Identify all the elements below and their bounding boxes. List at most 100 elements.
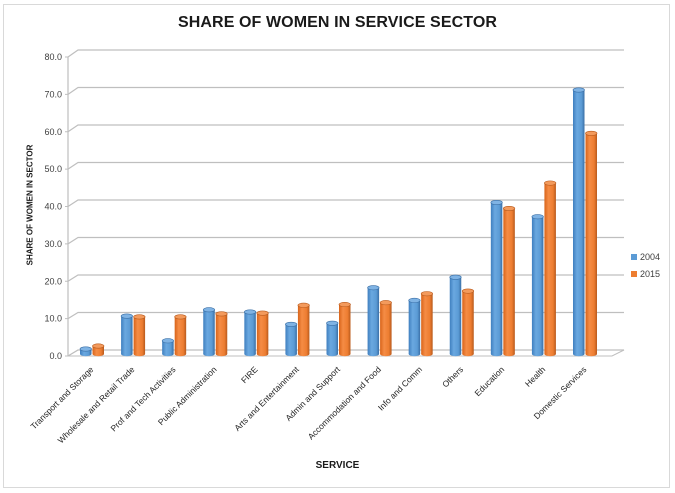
gridline — [67, 86, 624, 95]
bar-2015-1 — [133, 314, 146, 357]
bar-cap — [367, 285, 380, 291]
bar-2004-7 — [367, 285, 380, 357]
legend-item-2004: 2004 — [631, 248, 660, 265]
bar-2015-4 — [256, 310, 269, 357]
bar-base — [462, 351, 474, 357]
bar-base — [503, 351, 515, 357]
bar-body — [339, 304, 351, 354]
bar-base — [408, 351, 421, 357]
gridline — [67, 349, 624, 357]
bar-cap — [338, 302, 351, 308]
bar-2004-5 — [285, 321, 298, 357]
bar-body — [544, 183, 556, 354]
bar-base — [80, 351, 92, 357]
bar-base — [203, 351, 215, 357]
y-tick-label: 30.0 — [44, 239, 62, 249]
bar-base — [544, 351, 556, 357]
legend-label-2004: 2004 — [640, 251, 661, 262]
bar-cap — [133, 314, 146, 320]
bar-2015-9 — [461, 288, 475, 357]
bar-body — [133, 316, 146, 354]
legend-swatch-2004 — [631, 253, 637, 260]
gridline — [67, 49, 624, 58]
y-tick-label: 50.0 — [44, 164, 62, 174]
bar-base — [421, 351, 433, 357]
bar-body — [162, 340, 174, 354]
bar-2015-0 — [92, 343, 105, 357]
bar-base — [380, 351, 392, 357]
x-tick-label: Others — [440, 364, 465, 389]
bar-base — [326, 351, 338, 357]
bars — [79, 87, 598, 357]
legend: 2004 2015 — [631, 248, 660, 282]
bar-2004-4 — [244, 309, 257, 357]
bar-body — [503, 208, 515, 354]
bar-body — [215, 313, 228, 354]
gridline — [67, 199, 624, 208]
bar-base — [367, 351, 380, 357]
gridline — [67, 311, 624, 320]
bar-cap — [161, 338, 174, 344]
bar-body — [421, 293, 433, 354]
bar-cap — [490, 200, 503, 206]
x-tick-label: FIRE — [239, 364, 260, 385]
bar-body — [462, 291, 474, 354]
bar-2015-10 — [503, 205, 516, 357]
bar-2015-6 — [338, 302, 351, 357]
bar-base — [449, 351, 462, 357]
x-axis-title: SERVICE — [315, 460, 360, 471]
y-tick-label: 80.0 — [44, 52, 62, 62]
bar-2004-0 — [79, 346, 92, 357]
bar-cap — [544, 180, 557, 186]
bar-cap — [297, 302, 310, 308]
bar-base — [133, 351, 146, 357]
x-tick-label: Info and Comm — [376, 364, 424, 412]
x-tick-label: Education — [472, 364, 506, 398]
bar-body — [203, 309, 215, 354]
bar-base — [92, 351, 104, 357]
bar-body — [92, 346, 104, 354]
chart-title: SHARE OF WOMEN IN SERVICE SECTOR — [177, 14, 498, 31]
bar-2004-12 — [572, 87, 585, 357]
bar-base — [162, 351, 174, 357]
y-tick-label: 60.0 — [44, 127, 62, 137]
bar-body — [585, 133, 597, 354]
bar-2015-5 — [297, 302, 310, 357]
y-tick-label: 0.0 — [49, 351, 62, 361]
bar-base — [339, 351, 351, 357]
bar-cap — [503, 205, 516, 211]
bar-2015-8 — [420, 291, 433, 357]
bar-base — [215, 351, 228, 357]
bar-cap — [215, 311, 228, 317]
bar-body — [121, 316, 133, 354]
bar-2015-7 — [379, 300, 392, 357]
bar-base — [297, 351, 310, 357]
x-tick-label: Accommodation and Food — [306, 364, 383, 441]
bar-base — [121, 351, 133, 357]
bar-base — [244, 351, 256, 357]
bar-cap — [531, 214, 544, 220]
y-tick-label: 70.0 — [44, 89, 62, 99]
bar-2004-1 — [120, 313, 133, 357]
bar-2015-11 — [544, 180, 557, 357]
bar-base — [174, 351, 187, 357]
bar-cap — [326, 320, 339, 326]
bar-base — [490, 351, 503, 357]
bar-cap — [202, 307, 216, 313]
bar-cap — [572, 87, 585, 93]
bar-cap — [585, 130, 598, 136]
bar-2004-2 — [161, 338, 174, 357]
bar-body — [244, 312, 256, 354]
gridline — [67, 236, 624, 245]
bar-body — [256, 313, 269, 354]
bar-cap — [92, 343, 105, 349]
gridline — [67, 124, 624, 133]
bar-cap — [174, 314, 187, 320]
bar-body — [285, 324, 297, 354]
bar-body — [573, 90, 585, 354]
legend-item-2015: 2015 — [631, 265, 660, 282]
bar-2004-8 — [408, 297, 421, 357]
bar-body — [380, 302, 392, 354]
bar-body — [449, 277, 462, 354]
